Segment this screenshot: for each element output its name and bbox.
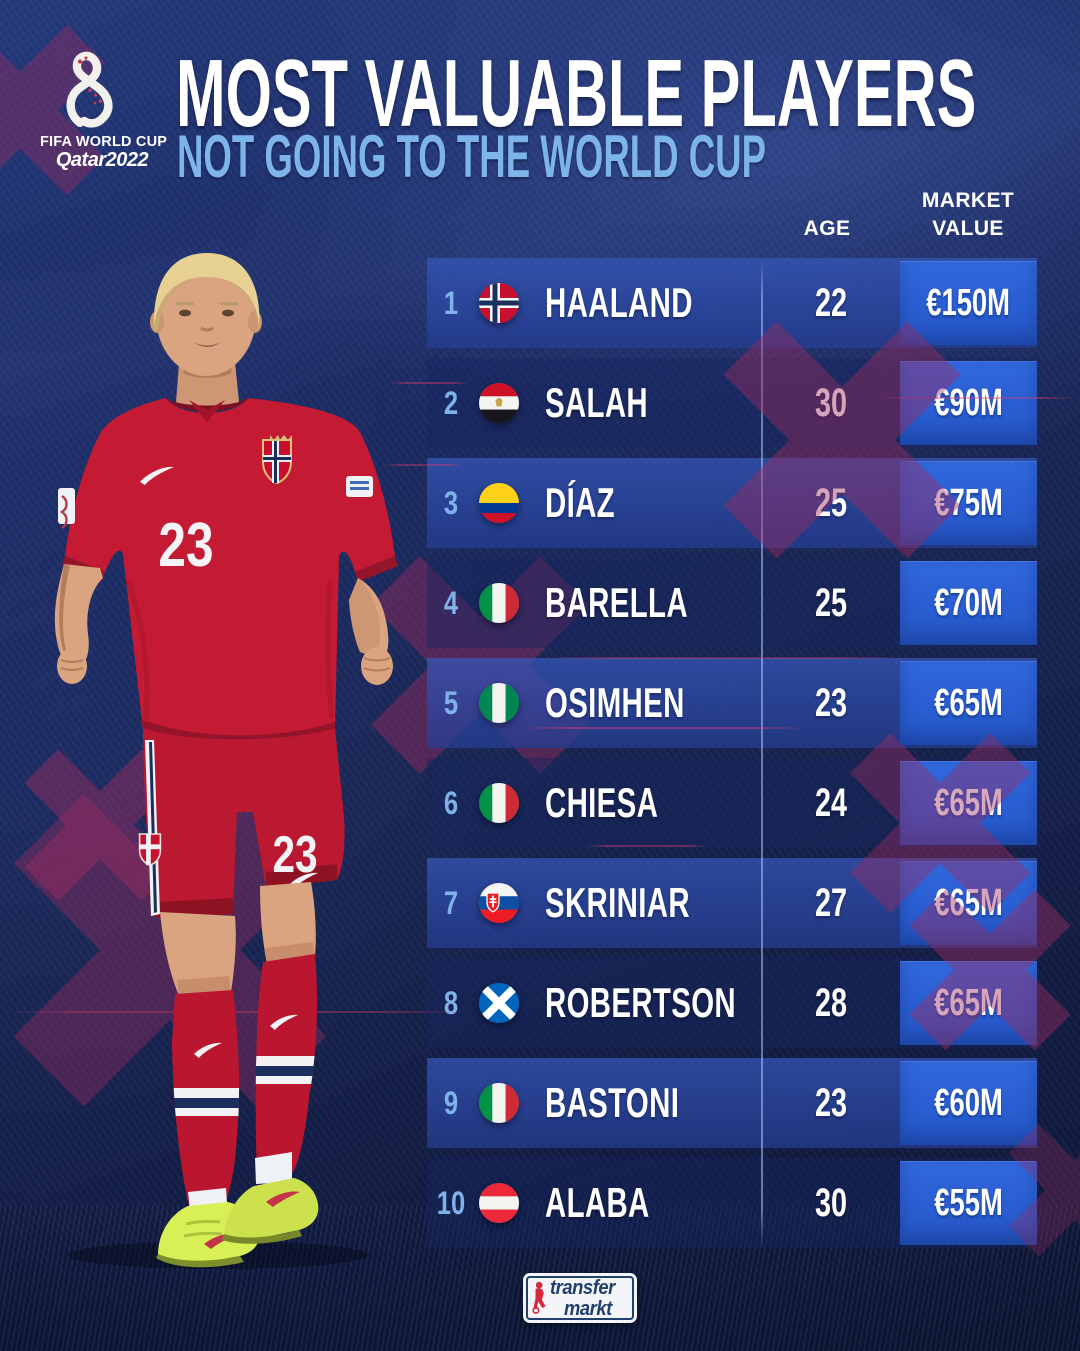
player-photo: 23 23 [54, 253, 398, 1269]
flag-scotland-icon [479, 983, 519, 1023]
table-row: 4 BARELLA 25 €70M [427, 558, 1037, 648]
fifa-wordmark: FIFA WORLD CUP [40, 134, 168, 150]
player-age: 25 [814, 581, 848, 625]
market-value-badge: €65M [900, 661, 1037, 745]
player-name: OSIMHEN [545, 679, 685, 726]
market-value-badge: €90M [900, 361, 1037, 445]
red-x-decoration [717, 315, 967, 565]
table-row: 10 ALABA 30 €55M [427, 1158, 1037, 1248]
rank-label: 8 [443, 985, 459, 1021]
table-row: 9 BASTONI 23 €60M [427, 1058, 1037, 1148]
market-value-label: €65M [934, 881, 1003, 924]
glitch-line [385, 464, 463, 466]
market-value-badge: €70M [900, 561, 1037, 645]
market-value-badge: €65M [900, 761, 1037, 845]
market-value-label: €60M [934, 1081, 1003, 1124]
player-name: BARELLA [545, 579, 688, 626]
market-value-badge: €65M [900, 961, 1037, 1045]
table-row: 1 HAALAND 22 €150M [427, 258, 1037, 348]
market-value-label: €65M [934, 782, 1002, 825]
jersey-number: 23 [158, 510, 213, 580]
flag-austria-icon [479, 1183, 519, 1223]
market-value-label: €65M [934, 982, 1002, 1025]
transfermarkt-wordmark-top: transfer [550, 1277, 615, 1299]
player-age: 22 [814, 281, 848, 325]
flag-italy-icon [479, 783, 519, 823]
market-value-badge: €150M [900, 261, 1037, 345]
flag-nigeria-icon [479, 683, 519, 723]
market-value-badge: €65M [900, 861, 1037, 945]
glitch-line [878, 397, 1080, 399]
table-row: 5 OSIMHEN 23 €65M [427, 658, 1037, 748]
page-title: MOST VALUABLE PLAYERS [176, 40, 977, 147]
rank-label: 6 [443, 785, 459, 821]
market-value-label: €65M [934, 681, 1003, 724]
player-age: 30 [814, 1181, 848, 1225]
market-value-label: €55M [934, 1181, 1003, 1224]
player-name: DÍAZ [545, 479, 615, 526]
rank-label: 7 [443, 885, 459, 921]
glitch-line [392, 382, 468, 384]
flag-italy-icon [479, 1083, 519, 1123]
player-name: ROBERTSON [545, 979, 737, 1026]
player-age: 23 [814, 681, 848, 725]
player-age: 25 [781, 458, 880, 548]
table-row: 2 SALAH 30 €90M [427, 358, 1037, 448]
flag-slovakia-icon [479, 883, 519, 923]
rank-label: 2 [443, 385, 459, 421]
flag-egypt-icon [479, 383, 519, 423]
player-name: HAALAND [545, 279, 693, 326]
table-row: 7 SKRINIAR 27 €65M [427, 858, 1037, 948]
player-name: CHIESA [545, 779, 659, 826]
player-age: 30 [781, 358, 880, 448]
player-age: 23 [814, 1081, 848, 1125]
player-age: 24 [814, 781, 848, 825]
market-value-badge: €60M [900, 1061, 1037, 1145]
players-table: 1 HAALAND 22 €150M 2 SALAH 30 €90M 3 DÍA… [427, 258, 1037, 1258]
shorts-number: 23 [272, 825, 317, 883]
rank-label: 1 [443, 285, 459, 321]
player-name: ALABA [545, 1179, 650, 1226]
transfermarkt-wordmark-bottom: markt [564, 1298, 612, 1320]
glitch-line [545, 657, 905, 659]
market-value-label: €150M [926, 281, 1011, 324]
flag-colombia-icon [479, 483, 519, 523]
column-divider-line [761, 258, 763, 1248]
player-age: 27 [814, 881, 848, 925]
table-row: 6 CHIESA 24 €65M [427, 758, 1037, 848]
flag-norway-icon [479, 283, 519, 323]
glitch-line [520, 727, 810, 729]
market-value-label: €75M [934, 481, 1003, 524]
rank-label: 4 [443, 585, 459, 621]
red-x-decoration [905, 885, 1075, 1055]
market-value-label: €70M [934, 581, 1003, 624]
player-name: SKRINIAR [545, 879, 690, 926]
market-value-column-header: MARKET VALUE [921, 189, 1015, 240]
rank-label: 3 [443, 485, 459, 521]
rank-label: 5 [443, 685, 459, 721]
player-name: SALAH [545, 379, 649, 426]
flag-italy-icon [479, 583, 519, 623]
glitch-line [585, 845, 710, 847]
table-row: 3 DÍAZ 25 €75M [427, 458, 1037, 548]
market-value-badge: €75M [900, 461, 1037, 545]
table-row: 8 ROBERTSON 28 €65M [427, 958, 1037, 1048]
market-value-label: €90M [934, 381, 1003, 424]
transfermarkt-logo: transfer markt [523, 1273, 637, 1323]
rank-label: 9 [443, 1085, 459, 1121]
age-column-header: AGE [803, 217, 851, 240]
player-name: BASTONI [545, 1079, 680, 1126]
page-subtitle: NOT GOING TO THE WORLD CUP [177, 123, 766, 190]
fifa-world-cup-logo-icon [66, 51, 113, 128]
qatar-2022-wordmark: Qatar2022 [55, 149, 149, 171]
player-age: 28 [814, 981, 848, 1025]
red-x-decoration [1005, 1120, 1080, 1260]
transfermarkt-kicker-icon [532, 1281, 546, 1314]
